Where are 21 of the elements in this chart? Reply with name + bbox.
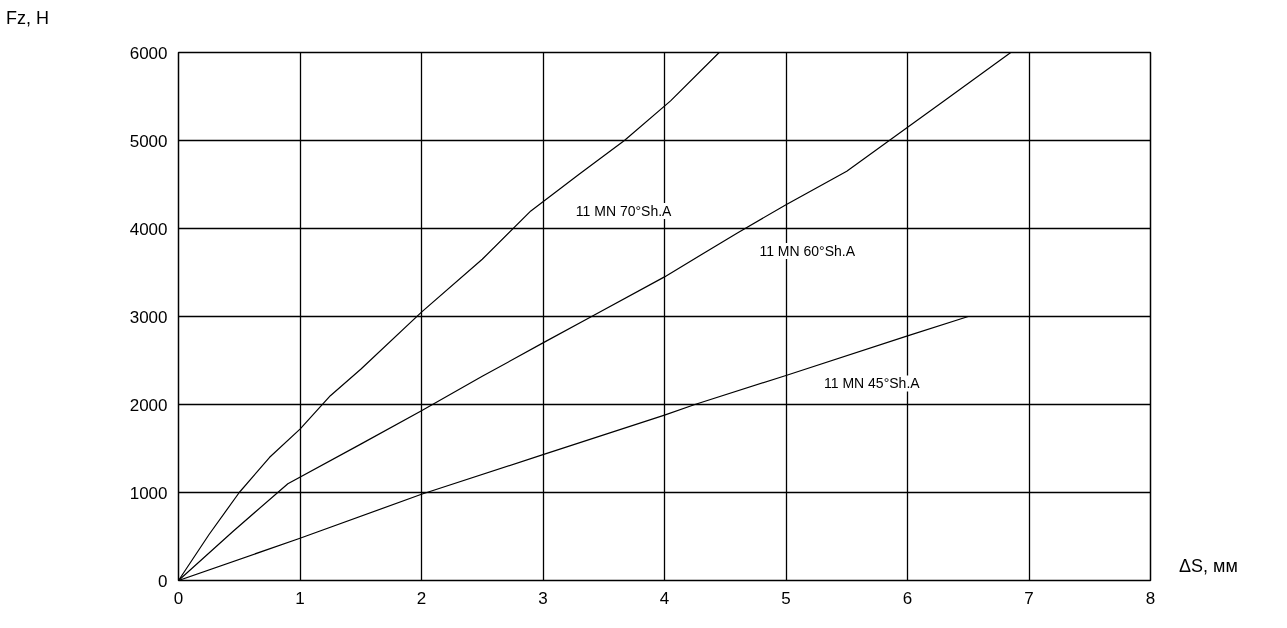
y-axis-title: Fz, H bbox=[6, 7, 49, 30]
x-tick-label: 0 bbox=[173, 588, 184, 608]
x-tick-label: 6 bbox=[902, 588, 913, 608]
y-tick-label: 2000 bbox=[129, 395, 168, 415]
series-label: 11 MN 60°Sh.A bbox=[759, 242, 856, 259]
y-tick-label: 3000 bbox=[129, 307, 168, 327]
x-tick-label: 7 bbox=[1024, 588, 1034, 608]
y-tick-label: 6000 bbox=[129, 43, 168, 63]
y-tick-label: 1000 bbox=[129, 483, 168, 503]
x-axis-title: ΔS, мм bbox=[1179, 555, 1238, 578]
series-label: 11 MN 70°Sh.A bbox=[575, 202, 673, 219]
x-tick-label: 3 bbox=[538, 588, 548, 608]
x-tick-label: 5 bbox=[781, 588, 791, 608]
x-tick-label: 1 bbox=[295, 588, 305, 608]
x-tick-label: 8 bbox=[1145, 588, 1156, 608]
x-tick-label: 2 bbox=[416, 588, 427, 608]
series-label: 11 MN 45°Sh.A bbox=[824, 375, 921, 392]
y-tick-label: 4000 bbox=[129, 219, 168, 239]
x-tick-label: 4 bbox=[659, 588, 670, 608]
y-tick-label: 5000 bbox=[129, 131, 168, 151]
y-tick-label: 0 bbox=[158, 571, 168, 591]
